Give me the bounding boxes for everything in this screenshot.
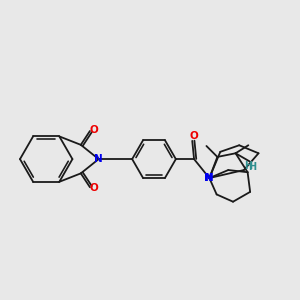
Text: O: O — [190, 131, 198, 141]
Text: N: N — [205, 173, 213, 183]
Text: H: H — [244, 161, 252, 171]
Text: N: N — [94, 154, 103, 164]
Text: H: H — [248, 163, 256, 172]
Text: O: O — [89, 183, 98, 193]
Text: N: N — [203, 173, 212, 183]
Text: O: O — [89, 125, 98, 135]
